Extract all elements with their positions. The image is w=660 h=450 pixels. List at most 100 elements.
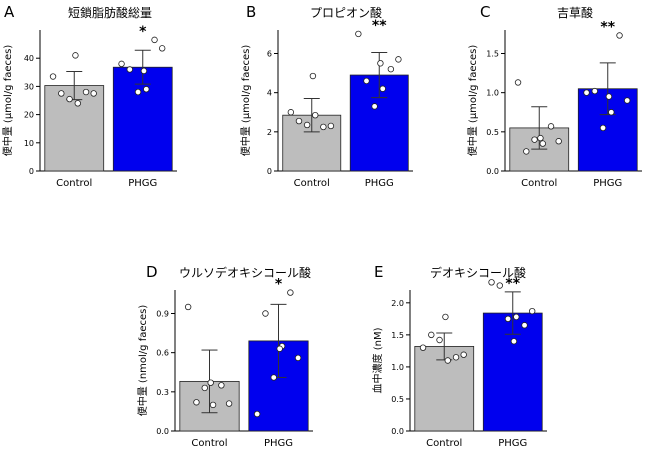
y-tick-label: 1.5 xyxy=(391,331,404,340)
data-point xyxy=(496,282,503,289)
data-point xyxy=(312,111,319,119)
data-point xyxy=(201,384,208,392)
data-point xyxy=(504,315,512,323)
data-point xyxy=(327,122,335,130)
data-point xyxy=(547,123,555,130)
data-point xyxy=(49,73,57,80)
y-tick-label: 0.9 xyxy=(156,310,169,319)
data-point xyxy=(531,136,538,143)
chart-title: ウルソデオキシコール酸 xyxy=(179,265,311,280)
data-point xyxy=(488,279,495,286)
bar-control xyxy=(414,345,475,432)
y-tick-label: 0 xyxy=(267,167,272,176)
y-tick-label: 0 xyxy=(29,167,34,176)
data-point xyxy=(460,351,467,358)
data-point xyxy=(521,322,528,329)
significance-marker: ** xyxy=(600,19,615,35)
y-tick-label: 6 xyxy=(267,50,272,59)
data-point xyxy=(419,344,427,351)
y-tick-label: 1.0 xyxy=(486,89,499,98)
y-tick-label: 4 xyxy=(267,89,272,98)
significance-marker: ** xyxy=(372,18,387,34)
y-axis-label: 便中量 (μmol/g faeces) xyxy=(1,45,14,157)
x-tick-label: Control xyxy=(56,178,92,189)
data-point xyxy=(623,97,631,104)
data-point xyxy=(377,60,384,67)
data-point xyxy=(58,90,65,97)
data-point xyxy=(82,88,90,96)
data-point xyxy=(309,72,317,80)
data-point xyxy=(395,56,402,63)
y-tick-label: 40 xyxy=(24,54,34,63)
x-tick-label: PHGG xyxy=(365,178,394,189)
data-point xyxy=(616,32,623,39)
data-point xyxy=(355,30,362,38)
panel-label: C xyxy=(480,3,490,21)
data-point xyxy=(140,67,148,75)
y-tick-label: 0.0 xyxy=(156,427,169,436)
data-point xyxy=(599,124,607,132)
x-tick-label: Control xyxy=(191,438,227,449)
data-point xyxy=(555,138,562,145)
y-tick-label: 10 xyxy=(24,139,34,148)
data-point xyxy=(118,60,125,68)
data-point xyxy=(379,85,386,92)
data-point xyxy=(583,89,590,96)
data-point xyxy=(253,410,261,418)
data-point xyxy=(126,66,133,73)
x-tick-label: Control xyxy=(426,438,462,449)
data-point xyxy=(528,307,536,315)
y-axis-label: 便中量 (μmol/g faeces) xyxy=(239,45,252,157)
y-tick-label: 30 xyxy=(24,82,34,91)
data-point xyxy=(514,79,522,86)
chart-title: 短鎖脂肪酸総量 xyxy=(68,5,152,20)
data-point xyxy=(90,90,97,97)
data-point xyxy=(287,109,295,116)
data-point xyxy=(209,401,217,409)
data-point xyxy=(539,140,546,147)
significance-marker: ** xyxy=(505,276,520,292)
data-point xyxy=(295,117,303,125)
x-tick-label: PHGG xyxy=(593,178,622,189)
data-point xyxy=(371,103,378,110)
data-point xyxy=(134,88,142,96)
chart-title: 吉草酸 xyxy=(557,5,593,20)
data-point xyxy=(608,109,615,116)
data-point xyxy=(287,289,294,296)
x-tick-label: PHGG xyxy=(264,438,293,449)
y-axis-label: 血中濃度 (nM) xyxy=(371,327,384,393)
data-point xyxy=(225,400,233,407)
y-tick-label: 0.0 xyxy=(486,167,499,176)
panel-label: D xyxy=(146,263,158,281)
y-tick-label: 20 xyxy=(24,111,34,120)
x-tick-label: Control xyxy=(521,178,557,189)
x-tick-label: PHGG xyxy=(128,178,157,189)
data-point xyxy=(513,313,520,321)
data-point xyxy=(436,336,443,344)
x-tick-label: PHGG xyxy=(498,438,527,449)
y-axis-label: 便中量 (μmol/g faeces) xyxy=(466,45,479,157)
x-tick-label: Control xyxy=(294,178,330,189)
data-point xyxy=(184,303,192,311)
data-point xyxy=(303,121,311,129)
y-tick-label: 2.0 xyxy=(391,299,404,308)
data-point xyxy=(207,379,214,386)
y-tick-label: 1.5 xyxy=(486,50,499,59)
data-point xyxy=(262,310,269,317)
data-point xyxy=(158,45,166,52)
data-point xyxy=(363,77,370,85)
significance-marker: * xyxy=(139,24,147,40)
data-point xyxy=(270,374,277,381)
chart-title: プロピオン酸 xyxy=(310,5,382,20)
y-tick-label: 0.0 xyxy=(391,427,404,436)
data-point xyxy=(74,100,81,107)
data-point xyxy=(193,399,200,406)
y-tick-label: 1.0 xyxy=(391,363,404,372)
y-axis-label: 便中量 (nmol/g faeces) xyxy=(136,305,149,417)
y-tick-label: 0.5 xyxy=(486,128,499,137)
data-point xyxy=(452,354,460,361)
